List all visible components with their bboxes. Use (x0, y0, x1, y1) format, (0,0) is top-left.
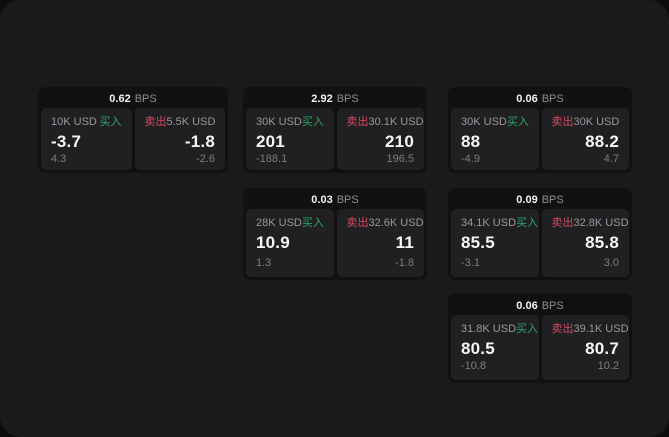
sell-delta: 196.5 (386, 153, 414, 165)
sell-panel[interactable]: 卖出 30K USD 88.2 4.7 (541, 108, 629, 170)
card-bps-header: 0.03 BPS (246, 191, 424, 209)
buy-delta: 4.3 (51, 153, 67, 165)
bid-ask-panels: 28K USD 买入 10.9 1.3 卖出 32.6K USD 11 -1.8 (246, 209, 424, 277)
sell-side-label: 卖出 (551, 217, 574, 229)
quote-card: 0.09 BPS 34.1K USD 买入 85.5 -3.1 卖出 32.8K… (448, 188, 632, 280)
card-bps-header: 0.06 BPS (451, 297, 629, 315)
buy-panel[interactable]: 30K USD 买入 201 -188.1 (246, 108, 334, 170)
bps-unit-label: BPS (336, 93, 359, 105)
sell-price: 88.2 (585, 132, 619, 151)
quote-card: 0.62 BPS 10K USD 买入 -3.7 4.3 卖出 5.5K USD… (38, 87, 228, 173)
sell-delta: -1.8 (395, 257, 414, 269)
card-bps-header: 0.06 BPS (451, 90, 629, 108)
sell-side-label: 卖出 (346, 217, 369, 229)
bps-unit-label: BPS (541, 194, 564, 206)
buy-amount: 30K USD (256, 116, 302, 128)
quote-card: 0.03 BPS 28K USD 买入 10.9 1.3 卖出 32.6K US… (243, 188, 427, 280)
buy-side-label: 买入 (516, 323, 539, 335)
bid-ask-panels: 30K USD 买入 88 -4.9 卖出 30K USD 88.2 4.7 (451, 108, 629, 170)
sell-panel[interactable]: 卖出 39.1K USD 80.7 10.2 (541, 315, 629, 380)
sell-price: 210 (385, 132, 414, 151)
card-bps-header: 0.09 BPS (451, 191, 629, 209)
buy-amount: 30K USD (461, 116, 507, 128)
bid-ask-panels: 34.1K USD 买入 85.5 -3.1 卖出 32.8K USD 85.8… (451, 209, 629, 277)
sell-side-label: 卖出 (551, 116, 574, 128)
sell-side-label: 卖出 (551, 323, 574, 335)
buy-delta: 1.3 (256, 257, 272, 269)
sell-panel[interactable]: 卖出 32.6K USD 11 -1.8 (336, 209, 424, 277)
bps-unit-label: BPS (541, 93, 564, 105)
buy-delta: -10.8 (461, 360, 487, 372)
quote-card: 0.06 BPS 31.8K USD 买入 80.5 -10.8 卖出 39.1… (448, 294, 632, 383)
card-bps-header: 2.92 BPS (246, 90, 424, 108)
sell-delta: 3.0 (603, 257, 619, 269)
sell-delta: 10.2 (597, 360, 619, 372)
quote-card: 2.92 BPS 30K USD 买入 201 -188.1 卖出 30.1K … (243, 87, 427, 173)
quote-card: 0.06 BPS 30K USD 买入 88 -4.9 卖出 30K USD 8… (448, 87, 632, 173)
sell-delta: 4.7 (603, 153, 619, 165)
buy-panel[interactable]: 34.1K USD 买入 85.5 -3.1 (451, 209, 539, 277)
sell-price: 80.7 (585, 339, 619, 358)
sell-amount: 39.1K USD (573, 323, 629, 335)
buy-panel[interactable]: 28K USD 买入 10.9 1.3 (246, 209, 334, 277)
buy-amount: 34.1K USD (461, 217, 517, 229)
sell-delta: -2.6 (196, 153, 215, 165)
bps-value: 2.92 (311, 93, 333, 105)
sell-amount: 30K USD (573, 116, 620, 128)
sell-price: 11 (395, 233, 414, 252)
sell-amount: 32.6K USD (368, 217, 424, 229)
card-bps-header: 0.62 BPS (41, 90, 225, 108)
bid-ask-panels: 30K USD 买入 201 -188.1 卖出 30.1K USD 210 1… (246, 108, 424, 170)
sell-amount: 32.8K USD (573, 217, 629, 229)
buy-side-label: 买入 (516, 217, 539, 229)
buy-price: 85.5 (461, 233, 495, 252)
bps-value: 0.62 (109, 93, 131, 105)
sell-panel[interactable]: 卖出 5.5K USD -1.8 -2.6 (134, 108, 225, 170)
buy-price: 80.5 (461, 339, 495, 358)
buy-panel[interactable]: 31.8K USD 买入 80.5 -10.8 (451, 315, 539, 380)
sell-price: -1.8 (184, 132, 215, 151)
buy-side-label: 买入 (506, 116, 529, 128)
sell-amount: 30.1K USD (368, 116, 424, 128)
sell-price: 85.8 (585, 233, 619, 252)
buy-panel[interactable]: 10K USD 买入 -3.7 4.3 (41, 108, 132, 170)
buy-amount: 31.8K USD (461, 323, 517, 335)
bps-value: 0.03 (311, 194, 333, 206)
buy-price: 88 (461, 132, 481, 151)
bid-ask-panels: 10K USD 买入 -3.7 4.3 卖出 5.5K USD -1.8 -2.… (41, 108, 225, 170)
bps-unit-label: BPS (541, 300, 564, 312)
bps-value: 0.09 (516, 194, 538, 206)
bid-ask-panels: 31.8K USD 买入 80.5 -10.8 卖出 39.1K USD 80.… (451, 315, 629, 380)
buy-price: 201 (256, 132, 285, 151)
sell-panel[interactable]: 卖出 32.8K USD 85.8 3.0 (541, 209, 629, 277)
buy-delta: -4.9 (461, 153, 480, 165)
sell-side-label: 卖出 (144, 116, 167, 128)
buy-price: 10.9 (256, 233, 290, 252)
buy-side-label: 买入 (301, 217, 324, 229)
sell-amount: 5.5K USD (166, 116, 216, 128)
bps-value: 0.06 (516, 93, 538, 105)
buy-side-label: 买入 (301, 116, 324, 128)
buy-panel[interactable]: 30K USD 买入 88 -4.9 (451, 108, 539, 170)
buy-delta: -3.1 (461, 257, 480, 269)
sell-side-label: 卖出 (346, 116, 369, 128)
buy-price: -3.7 (51, 132, 82, 151)
bps-unit-label: BPS (134, 93, 157, 105)
buy-amount: 28K USD (256, 217, 302, 229)
sell-panel[interactable]: 卖出 30.1K USD 210 196.5 (336, 108, 424, 170)
buy-delta: -188.1 (256, 153, 288, 165)
bps-unit-label: BPS (336, 194, 359, 206)
buy-side-label: 买入 (99, 116, 122, 128)
bps-value: 0.06 (516, 300, 538, 312)
buy-amount: 10K USD (51, 116, 97, 128)
